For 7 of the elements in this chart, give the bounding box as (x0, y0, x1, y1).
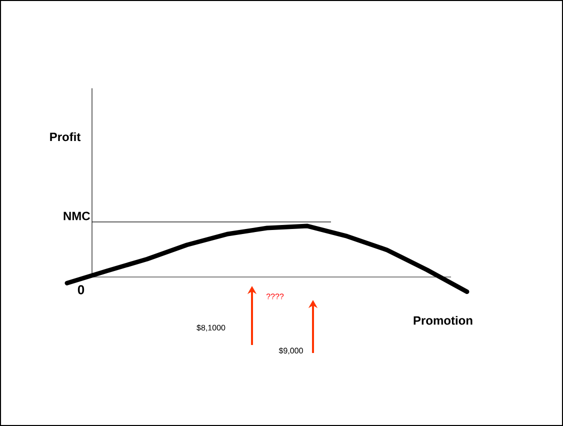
text: $8,1000 (196, 324, 226, 332)
text: ???? (266, 294, 284, 300)
text: Profit (50, 132, 81, 142)
annotation: 0 (78, 285, 84, 294)
ref-line-label: NMC (64, 212, 90, 220)
x-axis-title: Promotion (414, 316, 472, 325)
text: $9,000 (278, 347, 303, 354)
